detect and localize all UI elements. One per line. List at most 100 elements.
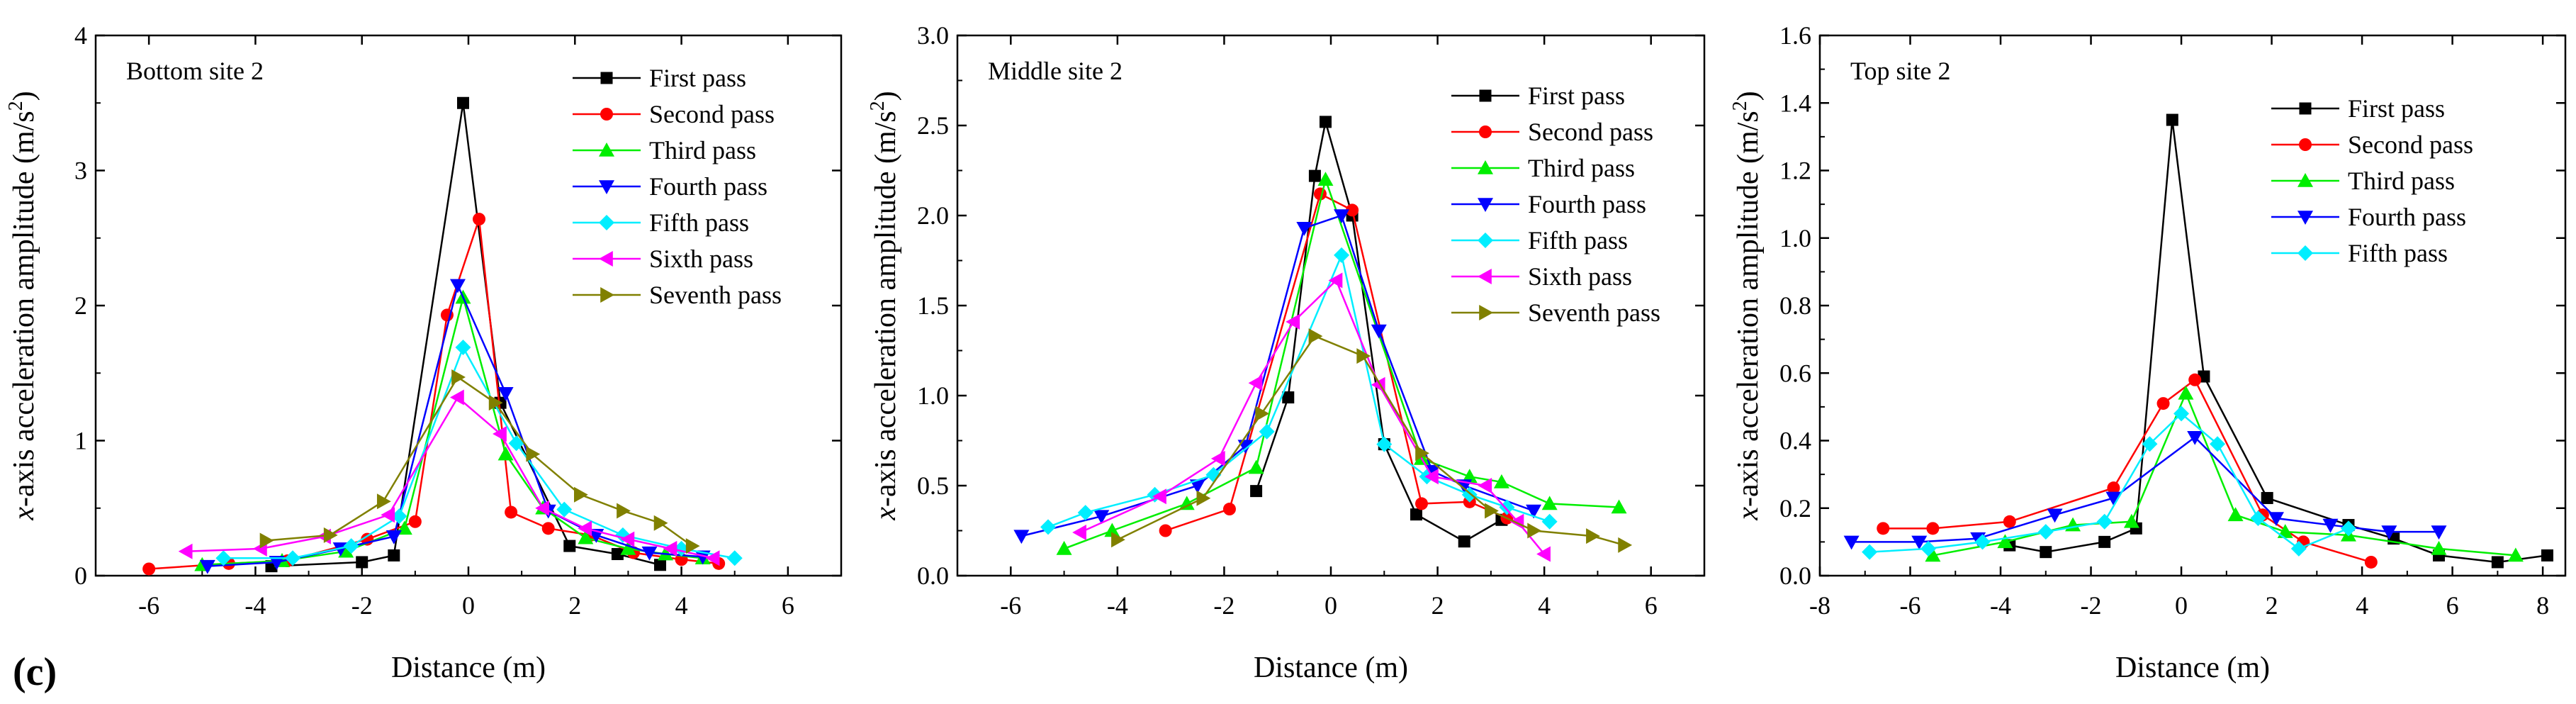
legend-marker: [2297, 211, 2313, 225]
legend-marker: [600, 287, 614, 303]
data-point: [1159, 524, 1172, 537]
x-tick-label: -6: [1900, 591, 1921, 620]
y-tick-label: 3.0: [917, 21, 949, 50]
figure-label: (c): [13, 650, 57, 694]
data-point: [611, 548, 624, 561]
y-tick-label: 0: [74, 561, 87, 590]
data-point: [2340, 520, 2356, 537]
legend-marker: [600, 72, 613, 84]
x-tick-label: -4: [1990, 591, 2011, 620]
data-point: [455, 340, 471, 356]
y-tick-label: 2: [74, 291, 87, 320]
data-point: [2277, 524, 2293, 538]
data-point: [2507, 547, 2524, 562]
data-point: [1040, 519, 1056, 535]
data-point: [508, 435, 524, 452]
data-point: [1461, 469, 1478, 484]
data-point: [259, 532, 274, 549]
x-tick-label: -6: [138, 591, 159, 620]
data-point: [1210, 450, 1225, 466]
data-point: [1920, 540, 1937, 557]
panel-title: Top site 2: [1850, 57, 1950, 85]
data-point: [1222, 503, 1236, 516]
x-tick-label: -8: [1809, 591, 1830, 620]
legend-marker: [1478, 233, 1493, 248]
data-point: [1458, 535, 1470, 548]
legend-marker: [599, 251, 613, 267]
legend-marker: [599, 143, 614, 157]
data-point: [386, 530, 402, 544]
data-point: [178, 543, 193, 559]
y-tick-label: 2.0: [917, 201, 949, 230]
series-line: [2009, 119, 2548, 564]
x-tick-label: 4: [675, 591, 688, 620]
series-fifth-pass: [1862, 406, 2356, 560]
data-point: [578, 530, 594, 544]
data-point: [2037, 524, 2054, 540]
data-point: [497, 446, 514, 461]
data-point: [2107, 481, 2120, 495]
data-point: [1179, 496, 1195, 510]
data-point: [1925, 547, 1941, 562]
data-point: [2187, 430, 2203, 445]
series-seventh-pass: [259, 369, 700, 554]
data-point: [1111, 532, 1125, 548]
data-point: [269, 556, 285, 570]
data-point: [1077, 505, 1093, 521]
y-tick-label: 0.2: [1779, 494, 1811, 523]
legend-marker: [1479, 89, 1492, 102]
data-point: [2178, 385, 2194, 400]
y-tick-label: 1.4: [1779, 89, 1811, 117]
data-point: [620, 540, 636, 555]
series-first-pass: [265, 96, 667, 573]
legend-marker: [2299, 138, 2312, 151]
legend-label: Third pass: [1528, 154, 1635, 182]
data-point: [1526, 504, 1542, 519]
y-tick-label: 1.2: [1779, 157, 1811, 185]
data-point: [1250, 485, 1263, 498]
legend-marker: [1479, 305, 1493, 320]
data-point: [199, 559, 215, 574]
data-point: [2431, 525, 2447, 540]
data-point: [1346, 203, 1359, 217]
y-axis-label: x-axis acceleration amplitude (m/s2): [867, 91, 902, 520]
data-point: [2290, 540, 2307, 557]
data-point: [1509, 513, 1524, 530]
data-point: [663, 540, 677, 557]
data-point: [1424, 469, 1439, 485]
y-tick-label: 0.4: [1779, 427, 1811, 455]
data-point: [2188, 373, 2202, 386]
data-point: [1282, 391, 1295, 404]
data-point: [1536, 546, 1551, 562]
data-point: [1415, 445, 1429, 462]
data-point: [617, 503, 631, 519]
x-tick-label: 0: [2175, 591, 2188, 620]
y-axis-label: x-axis acceleration amplitude (m/s2): [1729, 91, 1765, 520]
data-point: [1371, 324, 1387, 339]
data-point: [620, 531, 635, 547]
y-tick-label: 1.5: [917, 291, 949, 320]
data-point: [556, 501, 573, 518]
y-tick-label: 1.0: [917, 381, 949, 410]
series-third-pass: [1925, 385, 2524, 562]
series-line: [271, 103, 660, 567]
series-line: [1851, 436, 2439, 543]
data-point: [1410, 508, 1422, 521]
data-point: [497, 387, 514, 401]
data-point: [654, 559, 667, 571]
y-tick-label: 0.8: [1779, 291, 1811, 320]
data-point: [2227, 507, 2244, 522]
series-line: [1047, 252, 1551, 528]
data-point: [1259, 423, 1275, 440]
x-axis-label: Distance (m): [2115, 652, 2270, 684]
data-point: [1414, 497, 1428, 510]
data-point: [456, 96, 469, 109]
data-point: [449, 279, 466, 294]
x-tick-label: 0: [1324, 591, 1337, 620]
data-point: [451, 369, 466, 385]
data-point: [1196, 490, 1211, 506]
legend-label: Second pass: [1528, 118, 1653, 146]
y-tick-label: 0.0: [1779, 561, 1811, 590]
data-point: [215, 550, 232, 566]
